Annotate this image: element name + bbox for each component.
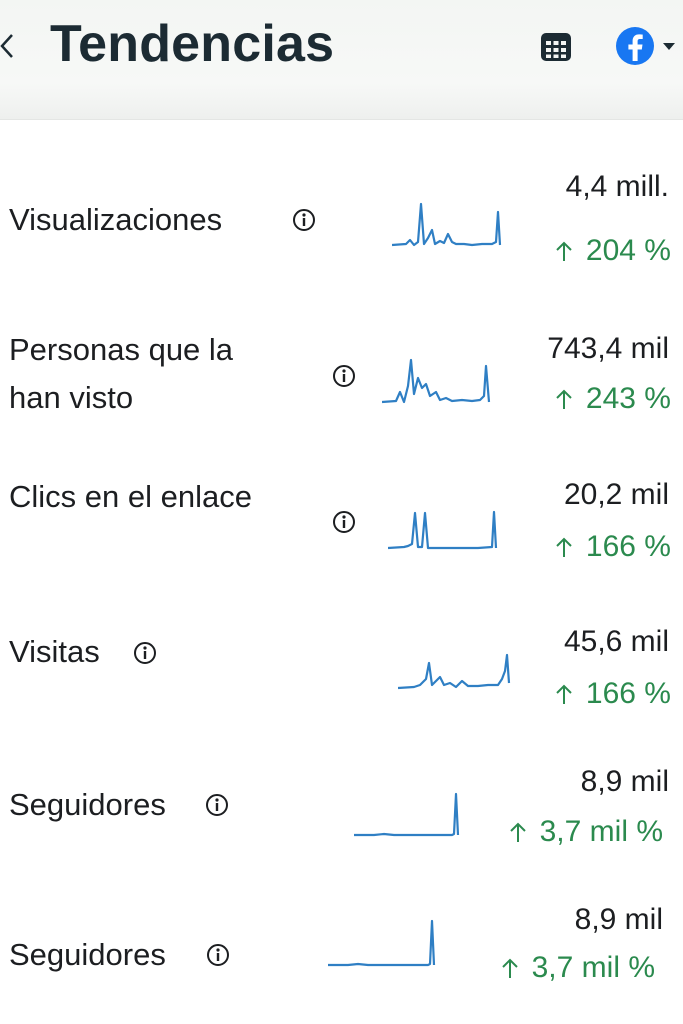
info-icon[interactable]: [206, 943, 230, 967]
calendar-button[interactable]: [537, 27, 575, 65]
sparkline-chart: [328, 919, 436, 967]
info-icon[interactable]: [292, 208, 316, 232]
metric-label-line-1: Personas que la: [9, 332, 234, 367]
metric-row-visualizaciones[interactable]: Visualizaciones 4,4 mill. 204 %: [0, 150, 683, 290]
metric-change-value: 204 %: [585, 234, 671, 267]
sparkline-chart: [354, 792, 460, 837]
metric-change-value: 166 %: [585, 530, 671, 563]
metric-change: 166 %: [554, 677, 671, 711]
metric-value: 8,9 mil: [580, 765, 669, 798]
sparkline-chart: [398, 653, 511, 690]
sparkline-chart: [388, 510, 498, 550]
platform-selector[interactable]: [614, 25, 683, 67]
metric-label: Visitas: [9, 634, 100, 669]
metric-change-value: 243 %: [585, 382, 671, 415]
sparkline-chart: [392, 202, 502, 247]
info-icon[interactable]: [133, 641, 157, 665]
metric-label: Seguidores: [9, 937, 166, 972]
metric-change: 3,7 mil %: [508, 815, 663, 849]
calendar-icon: [541, 33, 571, 61]
arrow-up-icon: [556, 537, 572, 557]
arrow-up-icon: [556, 684, 572, 704]
metric-change-value: 166 %: [585, 677, 671, 710]
metric-label: Visualizaciones: [9, 202, 223, 237]
header-bar: Tendencias: [0, 0, 683, 120]
metric-row-clics[interactable]: Clics en el enlace 20,2 mil 166 %: [0, 470, 683, 580]
arrow-up-icon: [556, 389, 572, 409]
metric-value: 8,9 mil: [574, 903, 663, 936]
info-icon[interactable]: [332, 510, 356, 534]
metric-change: 204 %: [554, 234, 671, 268]
info-icon[interactable]: [205, 793, 229, 817]
sparkline-chart: [382, 358, 491, 404]
facebook-icon: [616, 27, 654, 65]
arrow-up-icon: [556, 241, 572, 261]
arrow-up-icon: [509, 822, 526, 842]
metric-label-line-2: han visto: [9, 380, 134, 415]
metric-label: Clics en el enlace: [9, 479, 252, 514]
metric-change-value: 3,7 mil %: [531, 951, 655, 984]
metric-change: 3,7 mil %: [500, 951, 655, 985]
chevron-left-icon: [0, 34, 13, 58]
metric-value: 45,6 mil: [563, 625, 669, 658]
metric-change-value: 3,7 mil %: [539, 815, 663, 848]
page-title: Tendencias: [50, 15, 335, 73]
metric-label: Seguidores: [9, 787, 166, 822]
metric-value: 20,2 mil: [563, 478, 669, 511]
back-button[interactable]: [0, 24, 20, 68]
metric-value: 4,4 mill.: [565, 170, 669, 203]
metric-row-seguidores-2[interactable]: Seguidores 8,9 mil 3,7 mil %: [0, 895, 683, 1015]
caret-down-icon: [663, 43, 675, 50]
metric-row-seguidores[interactable]: Seguidores 8,9 mil 3,7 mil %: [0, 755, 683, 875]
arrow-up-icon: [501, 958, 518, 978]
metric-value: 743,4 mil: [547, 332, 669, 365]
metric-row-visitas[interactable]: Visitas 45,6 mil 166 %: [0, 615, 683, 725]
metric-row-personas[interactable]: Personas que la han visto 743,4 mil 243 …: [0, 320, 683, 430]
metric-change: 243 %: [554, 382, 671, 416]
info-icon[interactable]: [332, 364, 356, 388]
metric-change: 166 %: [554, 530, 671, 564]
